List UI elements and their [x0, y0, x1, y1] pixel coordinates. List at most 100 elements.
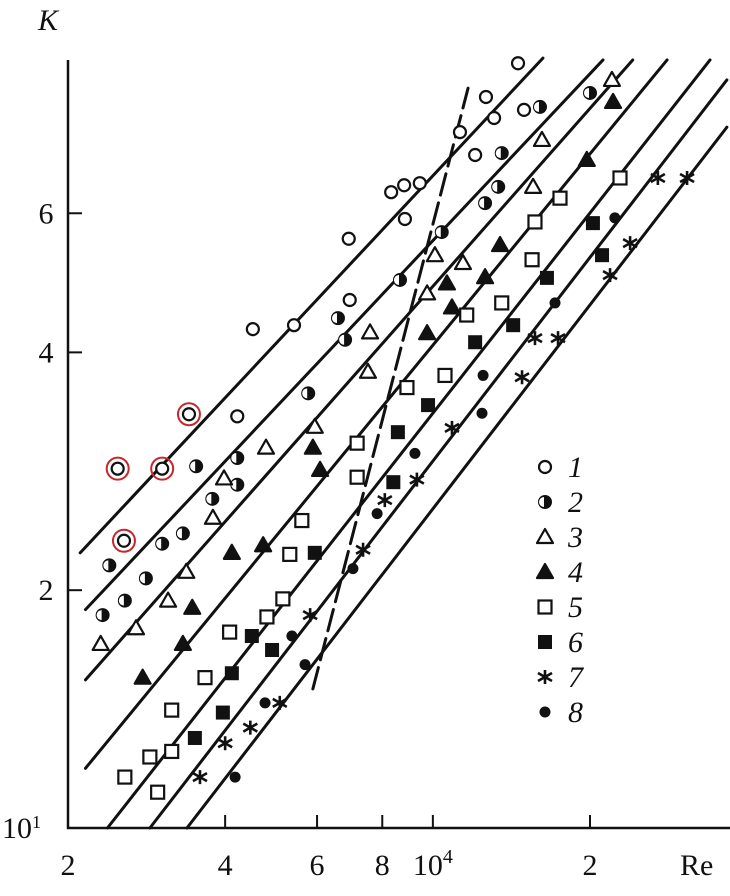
data-point-series-4	[303, 438, 322, 455]
data-point-series-8	[347, 563, 359, 575]
data-point-series-3	[418, 284, 437, 301]
data-point-series-4	[577, 150, 596, 167]
data-point-series-7	[514, 370, 530, 385]
data-point-series-6	[390, 425, 405, 440]
data-point-series-2	[102, 558, 117, 573]
data-point-series-5	[164, 702, 180, 718]
data-point-series-6	[386, 475, 401, 490]
data-point-series-7	[444, 420, 460, 435]
data-point-series-2	[138, 571, 153, 586]
dashed-transition-line	[311, 86, 470, 691]
data-point-series-7	[679, 170, 695, 185]
data-point-series-2	[392, 272, 407, 287]
data-point-series-7	[355, 542, 371, 557]
data-point-series-1	[286, 318, 302, 333]
data-point-series-3	[126, 619, 146, 636]
data-point-series-3	[425, 246, 444, 263]
fit-line-7	[185, 125, 729, 830]
data-point-series-7	[527, 331, 543, 346]
legend-label: 4	[568, 556, 583, 589]
data-point-series-3	[453, 253, 473, 271]
data-point-series-8	[477, 369, 489, 381]
data-point-series-8	[476, 407, 488, 419]
highlight-ring	[105, 456, 130, 481]
data-point-series-5	[494, 295, 510, 311]
data-point-series-2	[301, 386, 316, 401]
fit-line-1	[78, 56, 545, 555]
data-point-series-7	[377, 493, 393, 508]
data-point-series-1	[110, 461, 125, 476]
legend-label: 8	[568, 696, 583, 729]
data-point-series-5	[459, 307, 475, 323]
data-point-series-5	[349, 435, 365, 451]
data-point-series-5	[294, 512, 310, 529]
data-point-series-3	[358, 362, 378, 379]
x-tick-label: 6	[310, 849, 325, 882]
data-point-series-5	[275, 591, 291, 607]
highlight-ring	[176, 402, 201, 427]
data-point-series-5	[197, 670, 213, 686]
data-point-series-2	[230, 477, 245, 492]
data-point-series-2	[583, 85, 597, 100]
data-point-series-1	[516, 102, 532, 117]
data-point-series-2	[117, 593, 132, 608]
data-point-series-8	[371, 508, 383, 520]
data-point-series-1	[412, 176, 427, 191]
data-point-series-2	[491, 179, 506, 194]
data-point-series-5	[399, 379, 415, 396]
data-point-series-1	[116, 533, 132, 548]
data-point-series-3	[532, 130, 552, 148]
x-tick-label: 4	[218, 849, 233, 882]
data-point-series-4	[603, 92, 623, 110]
y-tick-exponent: 1	[32, 812, 41, 832]
data-point-series-4	[418, 324, 437, 341]
data-point-series-2	[330, 311, 345, 326]
data-point-series-1	[397, 211, 413, 227]
data-point-series-5	[282, 546, 298, 562]
data-point-series-3	[523, 177, 543, 194]
data-point-series-5	[142, 749, 158, 765]
data-point-series-8	[299, 659, 311, 671]
data-point-series-1	[397, 178, 412, 193]
legend-marker-7	[537, 670, 553, 684]
data-point-series-5	[524, 252, 540, 268]
data-point-series-4	[254, 536, 273, 553]
fit-line-6	[148, 78, 729, 830]
data-point-series-1	[478, 89, 494, 105]
data-point-series-1	[245, 322, 260, 337]
x-tick-label: 2	[583, 849, 598, 882]
data-point-series-5	[437, 367, 453, 384]
y-axis-label: K	[37, 4, 60, 37]
data-point-series-6	[187, 730, 202, 745]
data-point-series-7	[302, 608, 318, 623]
legend-marker-1	[537, 459, 553, 475]
data-point-series-5	[259, 609, 275, 625]
data-point-series-2	[189, 459, 204, 474]
data-point-series-5	[349, 469, 365, 485]
highlight-ring	[150, 456, 175, 481]
legend-marker-4	[535, 562, 555, 580]
data-point-series-3	[91, 634, 110, 652]
x-tick-label: 2	[61, 849, 76, 882]
data-point-series-6	[244, 628, 259, 643]
data-point-series-2	[494, 146, 509, 161]
data-point-series-3	[214, 469, 234, 486]
highlight-ring	[111, 528, 136, 553]
data-point-series-5	[612, 170, 628, 186]
data-point-series-3	[360, 323, 380, 340]
data-point-series-6	[215, 705, 230, 720]
data-point-series-7	[192, 770, 208, 785]
data-point-series-7	[242, 720, 258, 735]
data-point-series-8	[409, 447, 421, 459]
axes	[66, 60, 730, 830]
data-point-series-1	[230, 409, 245, 424]
data-point-series-6	[585, 216, 600, 231]
data-point-series-2	[434, 225, 449, 240]
data-point-series-2	[95, 608, 110, 623]
data-point-series-1	[486, 110, 502, 126]
data-point-series-2	[175, 526, 190, 541]
data-point-series-4	[183, 598, 202, 615]
legend-label: 2	[568, 486, 583, 519]
